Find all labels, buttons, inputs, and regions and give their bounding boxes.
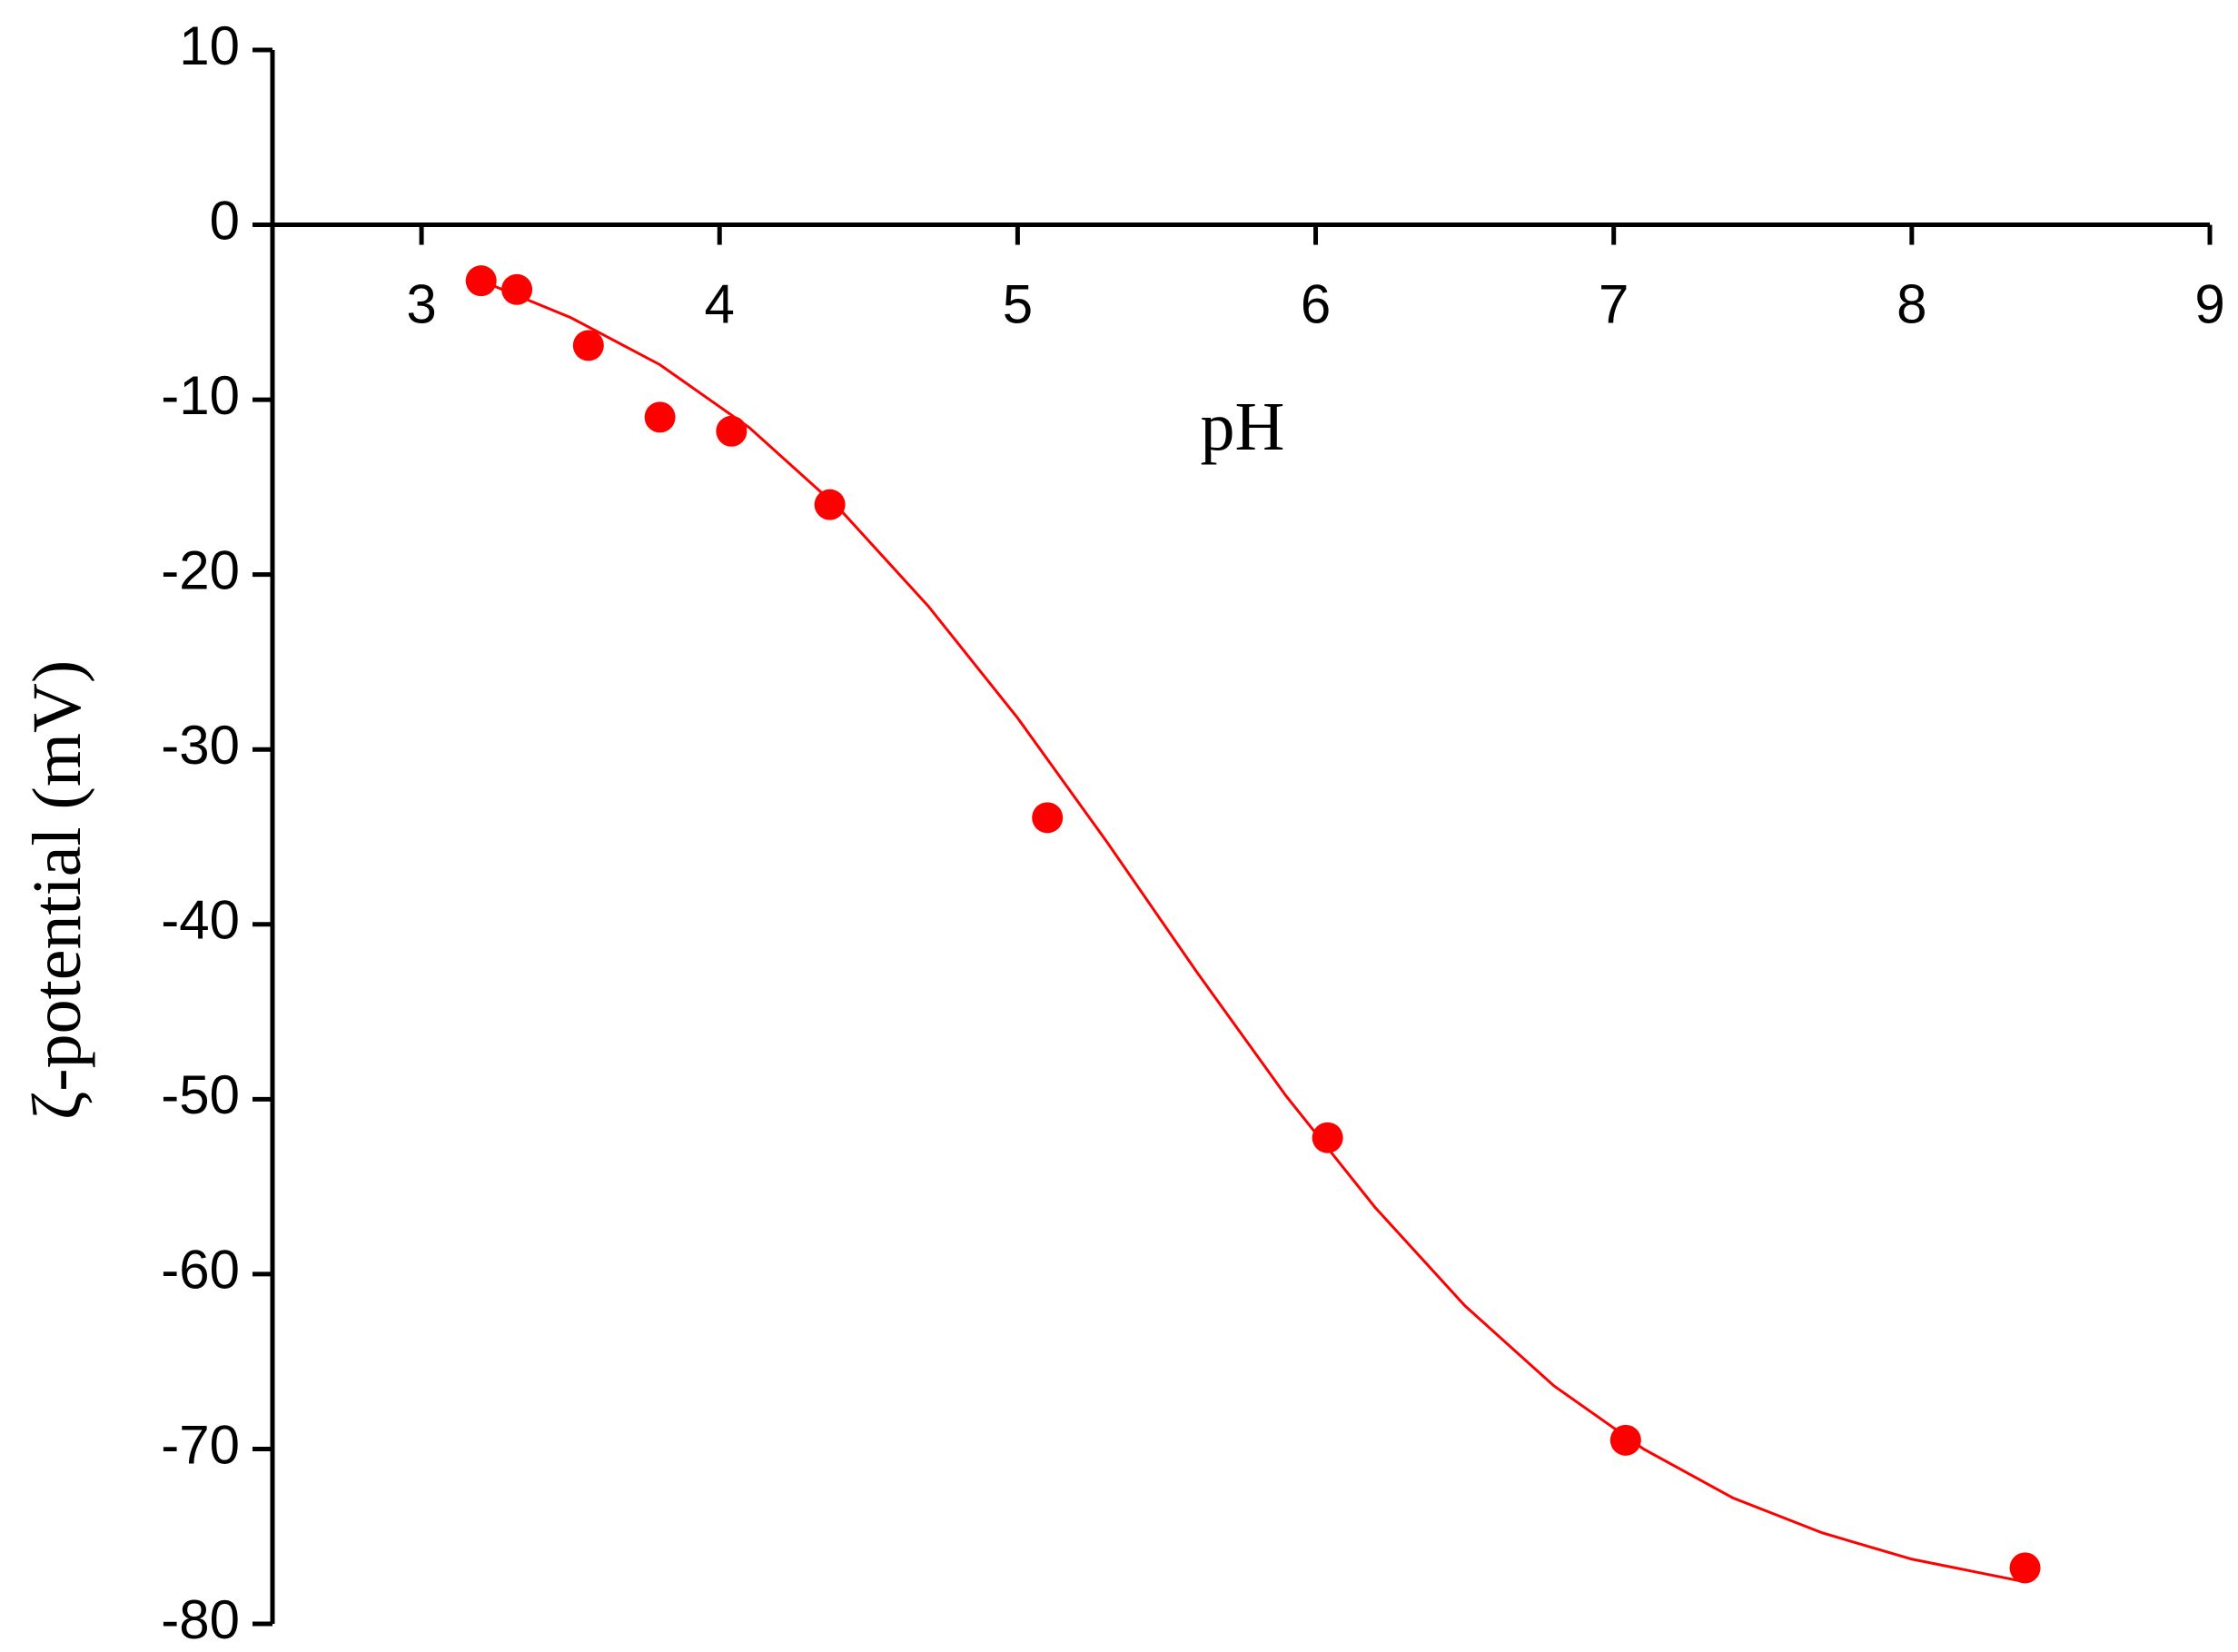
x-tick-label: 5: [1003, 273, 1033, 334]
y-tick-label: -70: [161, 1414, 240, 1475]
data-point: [572, 330, 604, 361]
data-point: [1312, 1122, 1343, 1153]
y-tick-label: -50: [161, 1064, 240, 1125]
y-tick-label: -30: [161, 715, 240, 776]
x-tick-label: 6: [1301, 273, 1331, 334]
y-tick-label: -10: [161, 365, 240, 426]
y-tick-label: 0: [210, 190, 240, 251]
x-tick-label: 7: [1599, 273, 1629, 334]
y-tick-label: -40: [161, 890, 240, 951]
data-point: [465, 265, 497, 297]
y-tick-label: -80: [161, 1589, 240, 1650]
y-tick-label: 10: [179, 15, 240, 76]
x-axis-label: pH: [1201, 389, 1285, 465]
data-point: [501, 273, 533, 305]
data-point: [2009, 1552, 2041, 1584]
data-point: [644, 401, 676, 433]
x-tick-label: 8: [1896, 273, 1926, 334]
data-point: [1609, 1424, 1641, 1456]
x-tick-label: 9: [2194, 273, 2224, 334]
fit-line: [480, 279, 2025, 1584]
y-tick-label: -60: [161, 1240, 240, 1301]
y-axis-label: ζ-potential (mV): [19, 660, 95, 1120]
data-point: [1032, 802, 1064, 834]
data-point: [814, 489, 846, 520]
data-point: [716, 415, 748, 447]
x-tick-label: 3: [406, 273, 436, 334]
x-tick-label: 4: [705, 273, 735, 334]
y-tick-label: -20: [161, 540, 240, 601]
